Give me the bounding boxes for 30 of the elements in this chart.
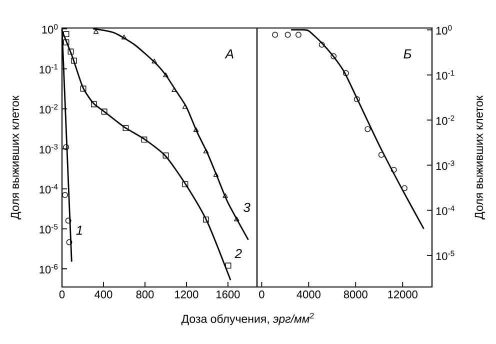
y2-axis-title: Доля выживших клеток — [474, 96, 486, 220]
x-tick-label: 12000 — [388, 290, 418, 298]
y-tick-label: 10$^{-5}$ — [40, 224, 58, 234]
annotation: А — [224, 49, 234, 58]
series-label: 3 — [244, 202, 250, 212]
y2-tick-label: 10$^{-4}$ — [436, 206, 454, 216]
annotation: Б — [404, 49, 412, 58]
y2-tick-label: 10$^{-5}$ — [436, 250, 454, 260]
y2-tick-label: 10$^{0}$ — [436, 25, 452, 35]
y-tick-label: 10$^{-4}$ — [40, 184, 58, 194]
x-tick-label: 8000 — [344, 290, 368, 298]
series-label: 2 — [234, 248, 242, 258]
y-tick-label: 10$^{-2}$ — [40, 104, 58, 114]
x-tick-label: 400 — [94, 290, 112, 298]
x-tick-label: 4000 — [296, 290, 320, 298]
x-tick-label: 1600 — [216, 290, 240, 298]
x-tick-label: 800 — [136, 290, 154, 298]
y2-tick-label: 10$^{-3}$ — [436, 160, 454, 170]
x-axis-title: Доза облучения, эрг/мм$^{2}$ — [181, 312, 314, 326]
x-tick-label: 0 — [259, 290, 264, 298]
y-tick-label: 10$^{-1}$ — [40, 64, 58, 74]
legend-label: 1 — [76, 226, 82, 235]
x-tick-label: 1200 — [175, 290, 198, 298]
x-tick-label: 0 — [59, 290, 65, 298]
y-tick-label: 10$^{-6}$ — [40, 264, 58, 274]
y2-tick-label: 10$^{-1}$ — [436, 70, 454, 80]
y-tick-label: 10$^{0}$ — [42, 24, 58, 34]
y2-tick-label: 10$^{-2}$ — [436, 115, 454, 125]
y-axis-title: Доля выживших клеток — [10, 96, 22, 220]
y-tick-label: 10$^{-3}$ — [40, 144, 58, 154]
